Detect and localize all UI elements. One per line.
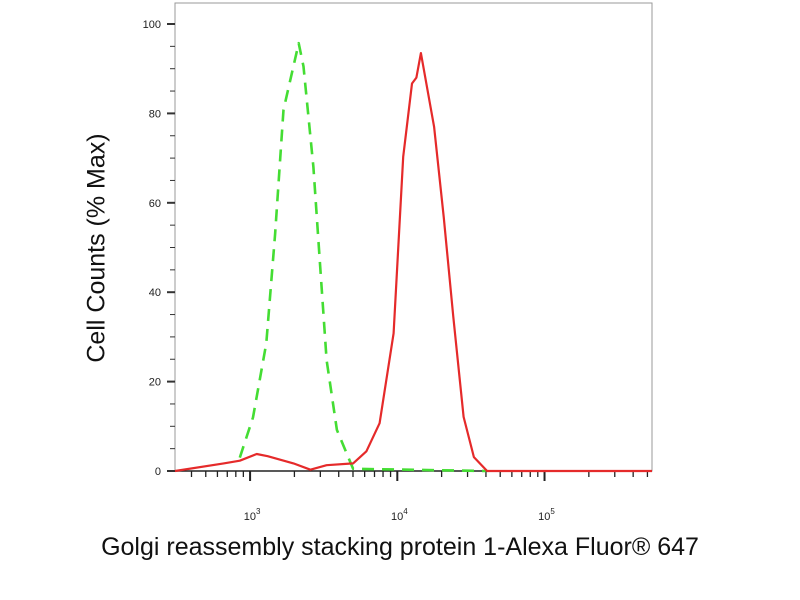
y-tick-label: 20 (149, 377, 161, 389)
y-tick-label: 100 (143, 19, 161, 31)
sample-histogram-line (174, 51, 652, 473)
y-tick-label: 80 (149, 108, 161, 120)
y-axis-label: Cell Counts (% Max) (82, 133, 111, 363)
y-tick-label: 40 (149, 287, 161, 299)
control-histogram-line (238, 41, 486, 473)
x-tick-label: 104 (391, 507, 408, 523)
x-tick-label: 103 (244, 507, 261, 523)
x-tick-label: 105 (538, 507, 555, 523)
y-tick-label: 60 (149, 198, 161, 210)
x-axis-label: Golgi reassembly stacking protein 1-Alex… (101, 533, 699, 561)
plot-frame (174, 2, 653, 472)
y-tick-label: 0 (155, 466, 161, 478)
